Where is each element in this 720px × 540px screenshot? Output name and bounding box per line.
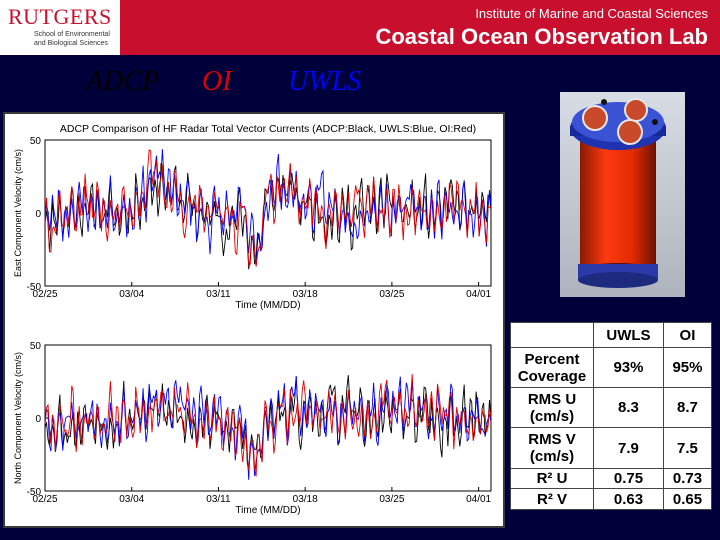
- y-tick-label: 50: [30, 136, 42, 147]
- row-label: RMS V (cm/s): [510, 427, 594, 469]
- y-tick-label: -50: [27, 282, 42, 293]
- legend-uwls: UWLS: [288, 66, 362, 97]
- plot-area: [44, 344, 492, 492]
- statistics-table: UWLS OI Percent Coverage 93% 95% RMS U (…: [510, 322, 713, 510]
- series-line-uwls: [44, 149, 492, 267]
- series-line-adcp: [44, 375, 492, 472]
- x-tick-label: 03/25: [379, 289, 404, 300]
- x-tick-label: 02/25: [32, 289, 57, 300]
- logo-subtitle-line2: and Biological Sciences: [34, 40, 108, 47]
- row-label: Percent Coverage: [510, 346, 594, 389]
- y-tick-label: 50: [30, 341, 42, 352]
- x-tick-label: 03/04: [119, 289, 144, 300]
- logo-subtitle-line1: School of Environmental: [34, 31, 110, 38]
- table-row: RMS V (cm/s) 7.9 7.5: [510, 427, 713, 469]
- uwls-value: 0.63: [593, 488, 664, 510]
- x-tick-label: 03/25: [379, 494, 404, 505]
- y-tick-label: 0: [35, 209, 41, 220]
- row-label: R² V: [510, 488, 594, 510]
- series-line-oi: [44, 149, 492, 267]
- uwls-value: 7.9: [593, 427, 664, 469]
- oi-value: 7.5: [662, 427, 713, 469]
- uwls-value: 93%: [593, 346, 664, 389]
- chart-1: ADCP Comparison of HF Radar Total Vector…: [13, 123, 492, 311]
- x-tick-label: 03/11: [206, 289, 231, 300]
- uwls-value: 8.3: [593, 387, 664, 429]
- oi-value: 8.7: [662, 387, 713, 429]
- logo-wordmark: RUTGERS: [8, 4, 112, 29]
- row-label: RMS U (cm/s): [510, 387, 594, 429]
- uwls-value: 0.75: [593, 467, 664, 490]
- velocity-plots-panel: ADCP Comparison of HF Radar Total Vector…: [3, 112, 505, 528]
- chart-title: ADCP Comparison of HF Radar Total Vector…: [60, 123, 476, 135]
- x-tick-label: 03/18: [293, 289, 318, 300]
- y-axis-label: North Component Velocity (cm/s): [13, 352, 23, 484]
- table-row: R² U 0.75 0.73: [510, 467, 713, 490]
- lab-name: Coastal Ocean Observation Lab: [375, 24, 708, 49]
- rutgers-logo: RUTGERS School of Environmental and Biol…: [0, 0, 120, 55]
- oi-value: 0.65: [662, 488, 713, 510]
- x-tick-label: 04/01: [466, 494, 491, 505]
- y-tick-label: 0: [35, 414, 41, 425]
- x-axis-label: Time (MM/DD): [235, 505, 300, 516]
- velocity-charts: ADCP Comparison of HF Radar Total Vector…: [13, 123, 492, 516]
- header-banner: RUTGERS School of Environmental and Biol…: [0, 0, 720, 55]
- x-tick-label: 03/11: [206, 494, 231, 505]
- adcp-instrument-photo: [560, 92, 685, 297]
- x-tick-label: 03/18: [293, 494, 318, 505]
- table-row: R² V 0.63 0.65: [510, 488, 713, 510]
- legend-oi: OI: [202, 66, 232, 97]
- x-tick-label: 04/01: [466, 289, 491, 300]
- y-tick-label: -50: [27, 487, 42, 498]
- table-header-row: UWLS OI: [510, 322, 713, 348]
- y-axis-label: East Component Velocity (cm/s): [13, 149, 23, 277]
- table-header-cell: OI: [662, 322, 713, 348]
- table-row: Percent Coverage 93% 95%: [510, 346, 713, 389]
- series-line-oi: [44, 374, 492, 477]
- table-header-cell: [510, 322, 594, 348]
- oi-value: 0.73: [662, 467, 713, 490]
- x-tick-label: 02/25: [32, 494, 57, 505]
- legend-adcp: ADCP: [86, 66, 160, 97]
- x-tick-label: 03/04: [119, 494, 144, 505]
- oi-value: 95%: [662, 346, 713, 389]
- table-header-cell: UWLS: [593, 322, 664, 348]
- row-label: R² U: [510, 467, 594, 490]
- x-axis-label: Time (MM/DD): [235, 300, 300, 311]
- institute-name: Institute of Marine and Coastal Sciences: [475, 6, 708, 21]
- table-row: RMS U (cm/s) 8.3 8.7: [510, 387, 713, 429]
